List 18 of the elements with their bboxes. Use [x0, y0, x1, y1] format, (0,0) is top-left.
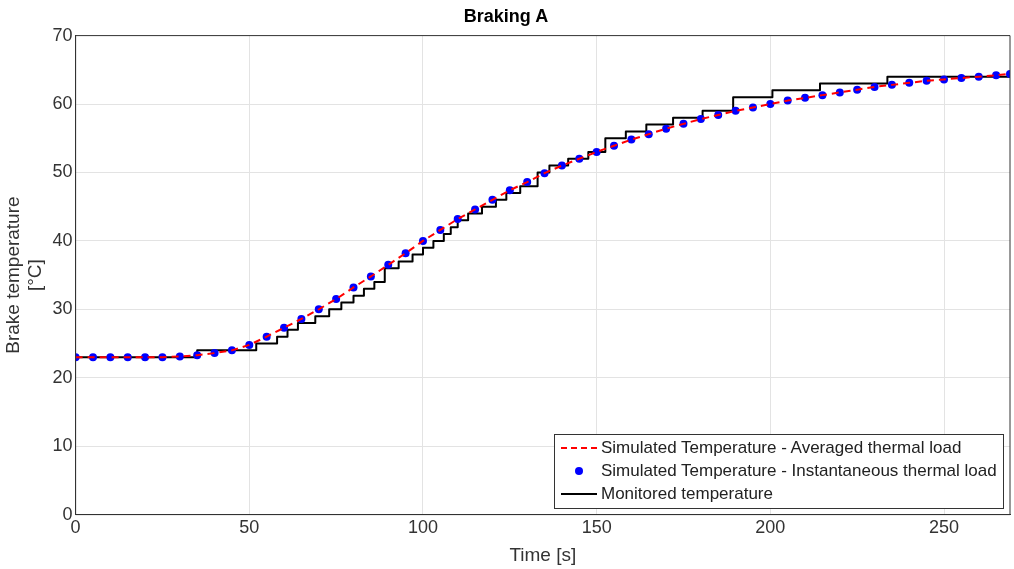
x-tick-label: 150 — [581, 517, 612, 538]
x-tick-label: 200 — [755, 517, 786, 538]
y-tick-label: 20 — [52, 366, 73, 387]
x-tick-label: 250 — [928, 517, 960, 538]
chart-title: Braking A — [463, 5, 549, 26]
y-tick-label: 70 — [52, 24, 73, 45]
legend-label: Simulated Temperature - Averaged thermal load — [601, 438, 962, 459]
legend-label: Simulated Temperature - Instantaneous thermal load — [601, 461, 997, 482]
y-axis-title: Brake temperature [°C] — [1, 196, 46, 354]
legend-label: Monitored temperature — [601, 484, 773, 505]
y-tick-label: 40 — [52, 229, 73, 250]
y-tick-label: 10 — [52, 435, 73, 456]
x-tick-label: 50 — [239, 517, 260, 538]
y-tick-label: 60 — [52, 93, 73, 113]
y-tick-label: 30 — [52, 298, 73, 319]
x-tick-label: 100 — [407, 517, 438, 538]
y-tick-label: 50 — [52, 161, 73, 182]
x-axis-title: Time [s] — [509, 543, 577, 565]
